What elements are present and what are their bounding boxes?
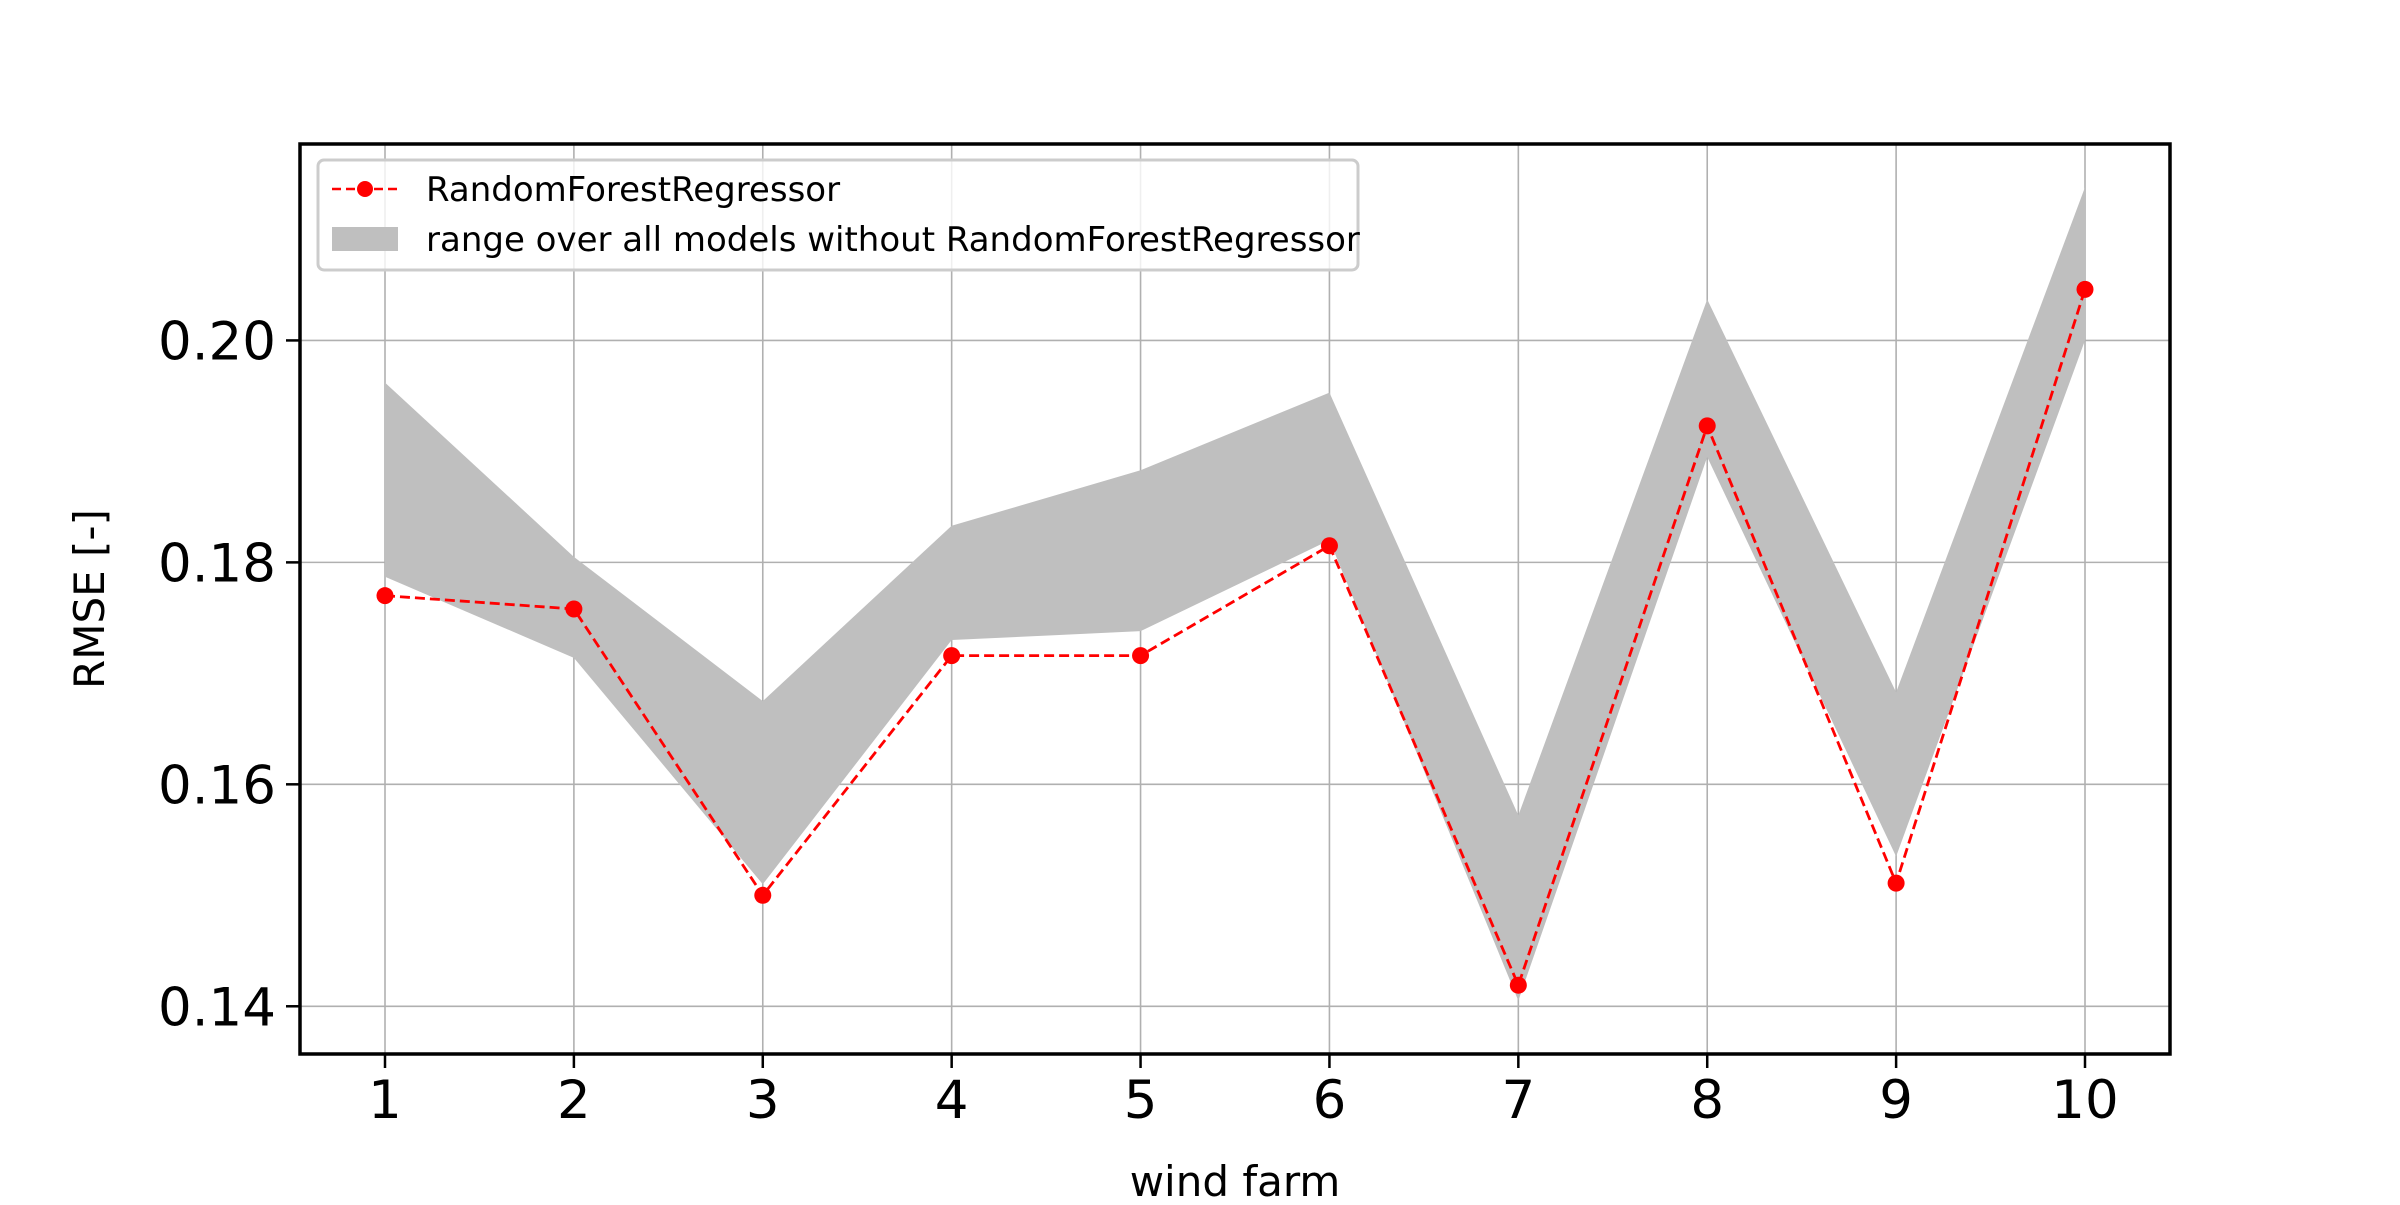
y-tick-label: 0.18 <box>158 533 276 594</box>
x-tick-label: 2 <box>557 1070 591 1131</box>
x-tick-label: 6 <box>1313 1070 1347 1131</box>
random-forest-line <box>384 288 2087 990</box>
legend-box <box>316 158 1360 272</box>
legend: RandomForestRegressor range over all mod… <box>316 158 1360 272</box>
range-band <box>385 187 2085 1001</box>
legend-band-swatch <box>332 227 398 251</box>
y-tick-label: 0.14 <box>158 977 276 1038</box>
random-forest-point <box>565 600 583 618</box>
random-forest-point <box>1320 537 1338 555</box>
y-tick-label: 0.16 <box>158 755 276 816</box>
x-tick-label: 3 <box>746 1070 780 1131</box>
x-tick-label: 4 <box>935 1070 969 1131</box>
x-tick-label: 7 <box>1501 1070 1535 1131</box>
plot-frame <box>298 142 2172 1056</box>
x-axis-ticks: 1 2 3 4 5 6 7 8 9 10 <box>368 1054 2119 1131</box>
random-forest-point <box>2076 280 2094 298</box>
random-forest-point <box>754 886 772 904</box>
range-band-layer <box>385 187 2085 1001</box>
x-tick-label: 1 <box>368 1070 402 1131</box>
y-tick-label: 0.20 <box>158 311 276 372</box>
random-forest-point <box>1132 647 1150 665</box>
series-marker-layer <box>376 280 2094 994</box>
y-axis-label: RMSE [-] <box>65 509 114 689</box>
legend-marker-swatch <box>357 181 373 197</box>
legend-label-random-forest: RandomForestRegressor <box>426 170 840 210</box>
random-forest-point <box>376 587 394 605</box>
x-tick-label: 8 <box>1690 1070 1724 1131</box>
x-tick-label: 5 <box>1124 1070 1158 1131</box>
x-axis-label: wind farm <box>1130 1157 1341 1200</box>
random-forest-point <box>943 647 961 665</box>
series-line-layer <box>384 288 2087 990</box>
random-forest-point <box>1698 417 1716 435</box>
random-forest-point <box>1887 874 1905 892</box>
legend-label-range: range over all models without RandomFore… <box>426 220 1360 260</box>
x-tick-label: 10 <box>2051 1070 2118 1131</box>
random-forest-point <box>1509 976 1527 994</box>
x-tick-label: 9 <box>1879 1070 1913 1131</box>
y-axis-ticks: 0.14 0.16 0.18 0.20 <box>158 311 300 1038</box>
